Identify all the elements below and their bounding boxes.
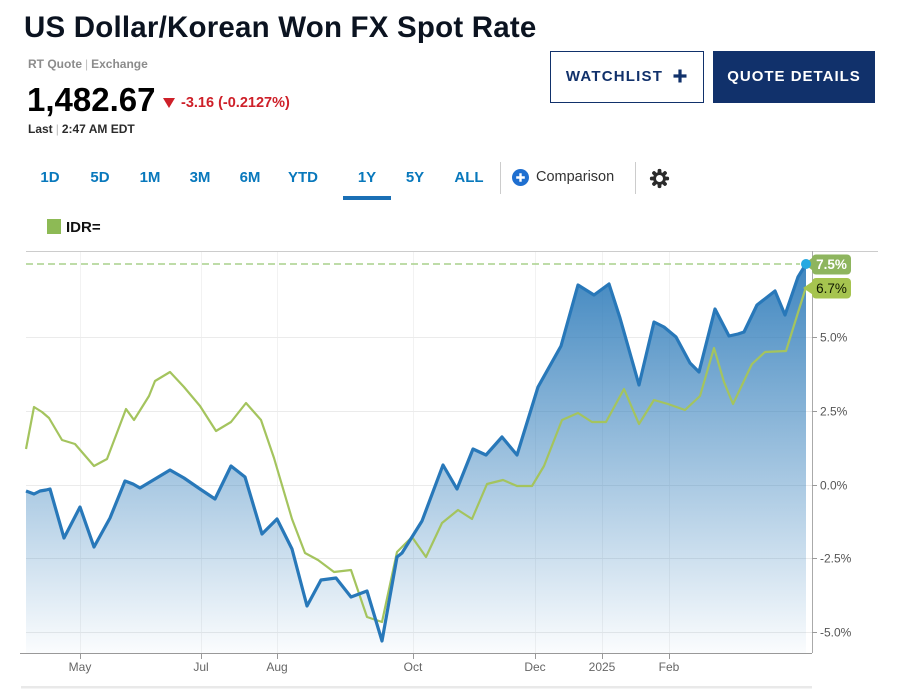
svg-text:Dec: Dec [524, 660, 545, 674]
svg-text:-2.5%: -2.5% [820, 552, 852, 566]
svg-text:Jul: Jul [193, 660, 208, 674]
svg-text:-5.0%: -5.0% [820, 626, 852, 640]
svg-text:6.7%: 6.7% [816, 281, 847, 296]
svg-text:0.0%: 0.0% [820, 479, 848, 493]
svg-text:May: May [69, 660, 92, 674]
svg-text:Oct: Oct [404, 660, 423, 674]
svg-text:Aug: Aug [266, 660, 287, 674]
svg-text:2025: 2025 [589, 660, 616, 674]
svg-text:5.0%: 5.0% [820, 331, 848, 345]
svg-text:7.5%: 7.5% [816, 257, 847, 272]
svg-text:2.5%: 2.5% [820, 405, 848, 419]
svg-text:Feb: Feb [659, 660, 680, 674]
